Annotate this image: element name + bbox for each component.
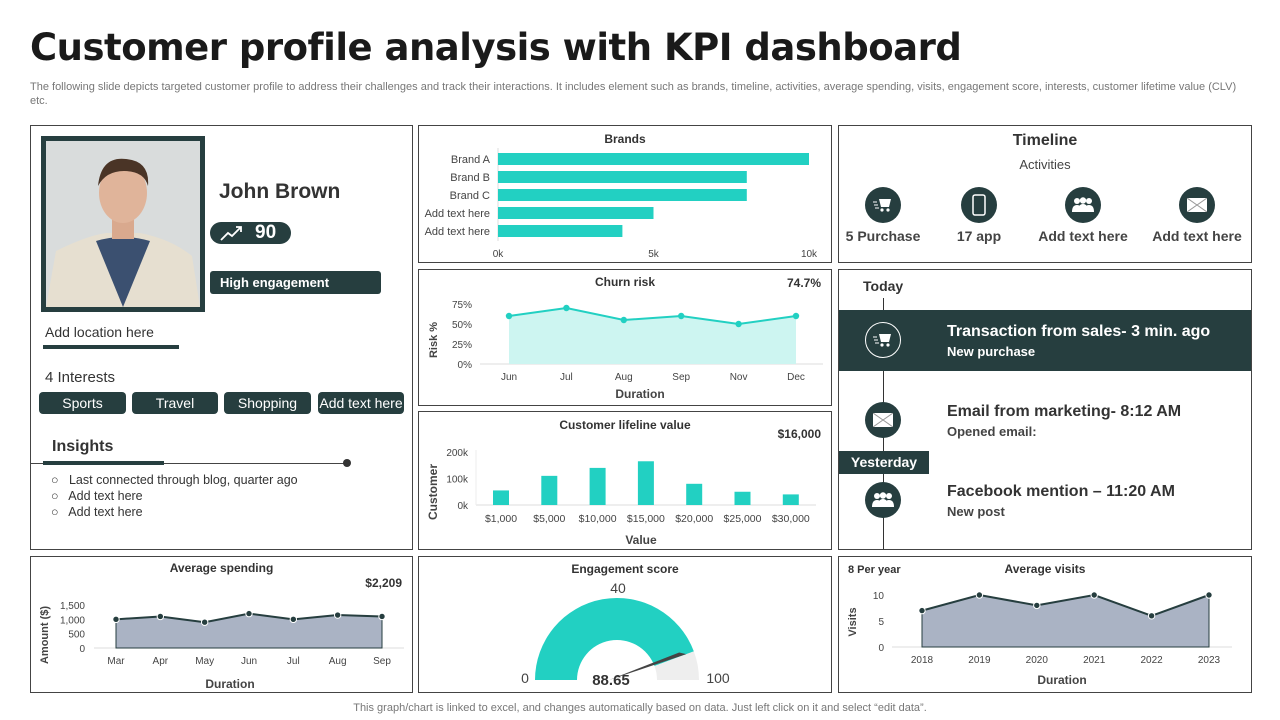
churn-kpi: 74.7%: [786, 276, 821, 290]
insight-item: ○ Add text here: [51, 489, 143, 503]
churn-panel: Churn risk 74.7%: [418, 269, 832, 406]
feed-item-email-title[interactable]: Email from marketing- 8:12 AM: [947, 403, 1182, 420]
avatar: [41, 136, 205, 312]
interests-label: 4 Interests: [45, 369, 116, 386]
clv-kpi: $16,000: [777, 427, 821, 441]
score-badge: 90: [210, 222, 291, 244]
location-underline: [43, 345, 179, 349]
cart-icon: [865, 322, 901, 358]
page-title: Customer profile analysis with KPI dashb…: [30, 26, 962, 69]
feed-item-facebook-sub: New post: [947, 504, 1005, 519]
activity-add-text-2: Add text here: [1152, 228, 1242, 244]
visits-kpi: 8 Per year: [848, 564, 901, 576]
feed-item-facebook-title[interactable]: Facebook mention – 11:20 AM: [947, 483, 1175, 500]
interest-shopping[interactable]: Shopping: [224, 392, 311, 414]
feed-item-transaction[interactable]: Transaction from sales- 3 min. ago New p…: [839, 310, 1251, 371]
feed-item-title: Transaction from sales- 3 min. ago: [947, 323, 1211, 340]
visits-panel: Average visits 8 Per year: [838, 556, 1252, 693]
location-text[interactable]: Add location here: [45, 324, 154, 340]
brands-panel: Brands: [418, 125, 832, 263]
activity-add-text-1: Add text here: [1038, 228, 1128, 244]
insight-item: ○ Last connected through blog, quarter a…: [51, 473, 298, 487]
spending-title: Average spending: [169, 561, 274, 575]
engagement-badge: High engagement: [210, 271, 381, 294]
brands-title: Brands: [604, 132, 646, 146]
footer-note: This graph/chart is linked to excel, and…: [353, 702, 927, 714]
phone-icon: [961, 187, 997, 223]
interest-travel[interactable]: Travel: [132, 392, 218, 414]
timeline-panel: Timeline Activities 5 Purchase 17 app Ad…: [838, 125, 1252, 263]
spending-kpi: $2,209: [365, 576, 402, 590]
insights-list: ○ Last connected through blog, quarter a…: [51, 472, 298, 520]
timeline-subtitle: Activities: [1019, 157, 1071, 172]
spending-panel: Average spending $2,209: [30, 556, 413, 693]
mail-icon: [1179, 187, 1215, 223]
today-label: Today: [863, 278, 904, 294]
visits-title: Average visits: [1004, 562, 1086, 576]
interest-sports[interactable]: Sports: [39, 392, 126, 414]
profile-panel: John Brown 90 High engagement Add locati…: [30, 125, 413, 550]
yesterday-label: Yesterday: [839, 451, 929, 474]
activity-app: 17 app: [956, 228, 1002, 244]
activity-feed-panel: Today Transaction from sales- 3 min. ago…: [838, 269, 1252, 550]
insights-divider-accent: [43, 461, 164, 465]
trend-up-icon: [220, 226, 242, 241]
timeline-title: Timeline: [1012, 132, 1078, 149]
clv-title: Customer lifeline value: [559, 418, 691, 432]
insight-item: ○ Add text here: [51, 505, 143, 519]
insights-divider: [31, 463, 347, 464]
engagement-title: Engagement score: [571, 562, 679, 576]
customer-name: John Brown: [219, 180, 341, 203]
feed-item-sub: New purchase: [947, 344, 1036, 359]
mail-icon: [865, 402, 901, 438]
score-value: 90: [255, 222, 277, 243]
group-icon: [1065, 187, 1101, 223]
feed-item-email-sub: Opened email:: [947, 424, 1037, 439]
page-description: The following slide depicts targeted cus…: [30, 81, 1237, 107]
interest-add-text[interactable]: Add text here: [318, 392, 404, 414]
cart-icon: [865, 187, 901, 223]
churn-title: Churn risk: [594, 275, 655, 289]
insights-title: Insights: [52, 438, 114, 455]
group-icon: [865, 482, 901, 518]
activity-purchase: 5 Purchase: [845, 228, 921, 244]
clv-panel: Customer lifeline value $16,000: [418, 411, 832, 550]
engagement-panel: Engagement score: [418, 556, 832, 693]
insights-divider-dot: [343, 459, 351, 467]
